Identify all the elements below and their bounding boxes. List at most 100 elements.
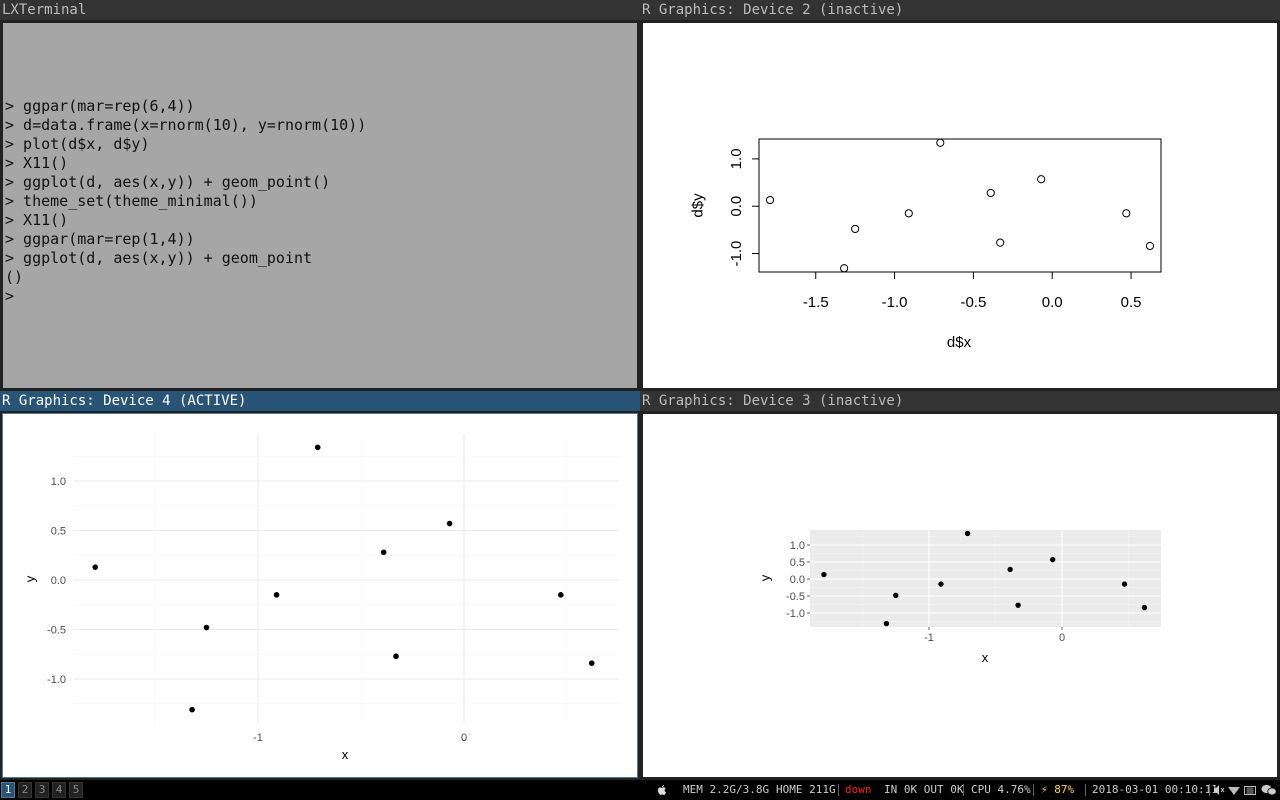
data-point xyxy=(904,209,913,218)
data-point xyxy=(314,444,321,451)
workspace-button-3[interactable]: 3 xyxy=(35,782,49,798)
keyboard-icon[interactable] xyxy=(1244,780,1256,800)
data-point xyxy=(986,188,995,198)
plot-frame xyxy=(758,138,1162,273)
data-point xyxy=(1007,566,1013,573)
y-tick-label: 1.0 xyxy=(790,540,805,552)
x-tick-label: -1 xyxy=(253,732,263,744)
home-status: HOME 211G xyxy=(776,783,836,796)
y-tick-label: 0.0 xyxy=(51,575,66,587)
x-tick-label: 0 xyxy=(1059,632,1065,644)
chat-icon[interactable] xyxy=(1261,780,1277,800)
x-tick-label: -1.0 xyxy=(882,294,908,311)
x-axis-label: x xyxy=(982,650,989,665)
data-point xyxy=(893,592,899,599)
mem-status: MEM 2.2G/3.8G xyxy=(683,783,770,796)
data-point xyxy=(765,195,775,205)
y-tick-label: 0.0 xyxy=(728,196,745,217)
workspace-button-4[interactable]: 4 xyxy=(52,782,66,798)
device3-window[interactable]: R Graphics: Device 3 (inactive) 1.0 0.5 0.… xyxy=(640,391,1280,780)
data-point xyxy=(588,660,595,666)
device3-plot: 1.0 0.5 0.0 -0.5 -1.0 -1 0 x y xyxy=(758,530,1161,665)
data-point xyxy=(203,624,210,631)
data-point xyxy=(1037,175,1046,184)
terminal-title[interactable]: LXTerminal xyxy=(0,0,640,20)
terminal-line: > xyxy=(5,287,15,305)
y-tick-label: -0.5 xyxy=(47,624,66,636)
workspace-button-1[interactable]: 1 xyxy=(1,782,15,798)
y-axis-label: y xyxy=(23,575,38,582)
data-point xyxy=(851,224,860,234)
cpu-status: CPU 4.76% xyxy=(971,783,1031,796)
y-axis-label: y xyxy=(758,574,773,581)
data-point xyxy=(964,530,971,537)
data-point xyxy=(821,571,827,578)
y-tick-label: -0.5 xyxy=(786,591,805,603)
wifi-icon[interactable] xyxy=(1228,780,1240,800)
device4-window[interactable]: R Graphics: Device 4 (ACTIVE) 1.0 0.5 0.0 -… xyxy=(0,391,640,780)
x-axis-label: x xyxy=(342,747,349,762)
terminal-body[interactable]: > ggpar(mar=rep(6,4)) > d=data.frame(x=rn… xyxy=(2,22,638,389)
data-point xyxy=(840,264,849,273)
x-tick-label: 0.0 xyxy=(1042,294,1063,311)
data-point xyxy=(92,564,99,570)
device2-title[interactable]: R Graphics: Device 2 (inactive) xyxy=(640,0,1280,20)
terminal-line: > X11() xyxy=(5,154,69,172)
data-point xyxy=(936,138,945,147)
net-status: down xyxy=(845,783,872,796)
x-axis-label: d$x xyxy=(947,334,972,351)
terminal-window[interactable]: LXTerminal > ggpar(mar=rep(6,4)) > d=data… xyxy=(0,0,640,391)
terminal-line: > ggplot(d, aes(x,y)) + geom_point() xyxy=(5,173,331,191)
data-point xyxy=(1141,604,1148,611)
x-tick-label: 0.5 xyxy=(1121,294,1142,311)
data-point xyxy=(189,706,195,713)
battery-status: ⚡ 87% xyxy=(1041,783,1075,796)
apple-icon xyxy=(657,780,667,800)
terminal-line: > d=data.frame(x=rnorm(10), y=rnorm(10)) xyxy=(5,116,367,134)
device2-plot-area: -1.5 -1.0 -0.5 0.0 0.5 1.0 0.0 -1.0 d$x d$y xyxy=(642,22,1278,389)
y-tick-label: 0.5 xyxy=(51,525,66,537)
device4-title[interactable]: R Graphics: Device 4 (ACTIVE) xyxy=(0,391,640,411)
y-tick-label: -1.0 xyxy=(786,608,805,620)
device4-plot-area: 1.0 0.5 0.0 -0.5 -1.0 -1 0 x y xyxy=(2,413,638,778)
separator xyxy=(1209,784,1210,796)
io-status: IN 0K OUT 0K xyxy=(884,783,964,796)
volume-icon[interactable] xyxy=(1213,780,1225,800)
y-tick-label: -1.0 xyxy=(47,674,66,686)
data-point xyxy=(1015,602,1021,608)
device2-plot: -1.5 -1.0 -0.5 0.0 0.5 1.0 0.0 -1.0 d$x d$y xyxy=(689,138,1162,351)
x-tick-label: -1.5 xyxy=(803,294,829,311)
separator xyxy=(1085,784,1086,796)
terminal-line: > ggpar(mar=rep(1,4)) xyxy=(5,230,195,248)
device4-plot: 1.0 0.5 0.0 -0.5 -1.0 -1 0 x y xyxy=(23,434,619,762)
terminal-output: > ggpar(mar=rep(6,4)) > d=data.frame(x=rn… xyxy=(5,97,366,306)
terminal-line: > ggplot(d, aes(x,y)) + geom_point xyxy=(5,249,313,267)
y-axis-label: d$y xyxy=(689,193,706,218)
y-tick-label: 0.0 xyxy=(790,574,805,586)
data-point xyxy=(1049,556,1056,563)
device2-window[interactable]: R Graphics: Device 2 (inactive) -1.5 -1.0… xyxy=(640,0,1280,391)
workspace-button-5[interactable]: 5 xyxy=(69,782,83,798)
data-point xyxy=(938,581,944,587)
separator xyxy=(963,784,964,796)
datetime-status: 2018-03-01 00:10:11 xyxy=(1092,783,1218,796)
workspace-button-2[interactable]: 2 xyxy=(18,782,32,798)
data-point xyxy=(883,620,890,627)
terminal-line: > plot(d$x, d$y) xyxy=(5,135,150,153)
y-tick-label: -1.0 xyxy=(728,241,745,267)
terminal-line: > ggpar(mar=rep(6,4)) xyxy=(5,97,195,115)
x-tick-label: 0 xyxy=(461,732,467,744)
data-point xyxy=(273,592,280,598)
device3-title[interactable]: R Graphics: Device 3 (inactive) xyxy=(640,391,1280,411)
separator xyxy=(838,784,839,796)
data-point xyxy=(393,653,399,660)
terminal-line: () xyxy=(5,268,24,286)
data-point xyxy=(380,549,387,556)
y-tick-label: 1.0 xyxy=(51,476,66,488)
y-tick-label: 0.5 xyxy=(790,557,805,569)
separator xyxy=(1033,784,1034,796)
terminal-line: > X11() xyxy=(5,211,69,229)
device3-plot-area: 1.0 0.5 0.0 -0.5 -1.0 -1 0 x y xyxy=(642,413,1278,778)
y-tick-label: 1.0 xyxy=(728,148,745,169)
